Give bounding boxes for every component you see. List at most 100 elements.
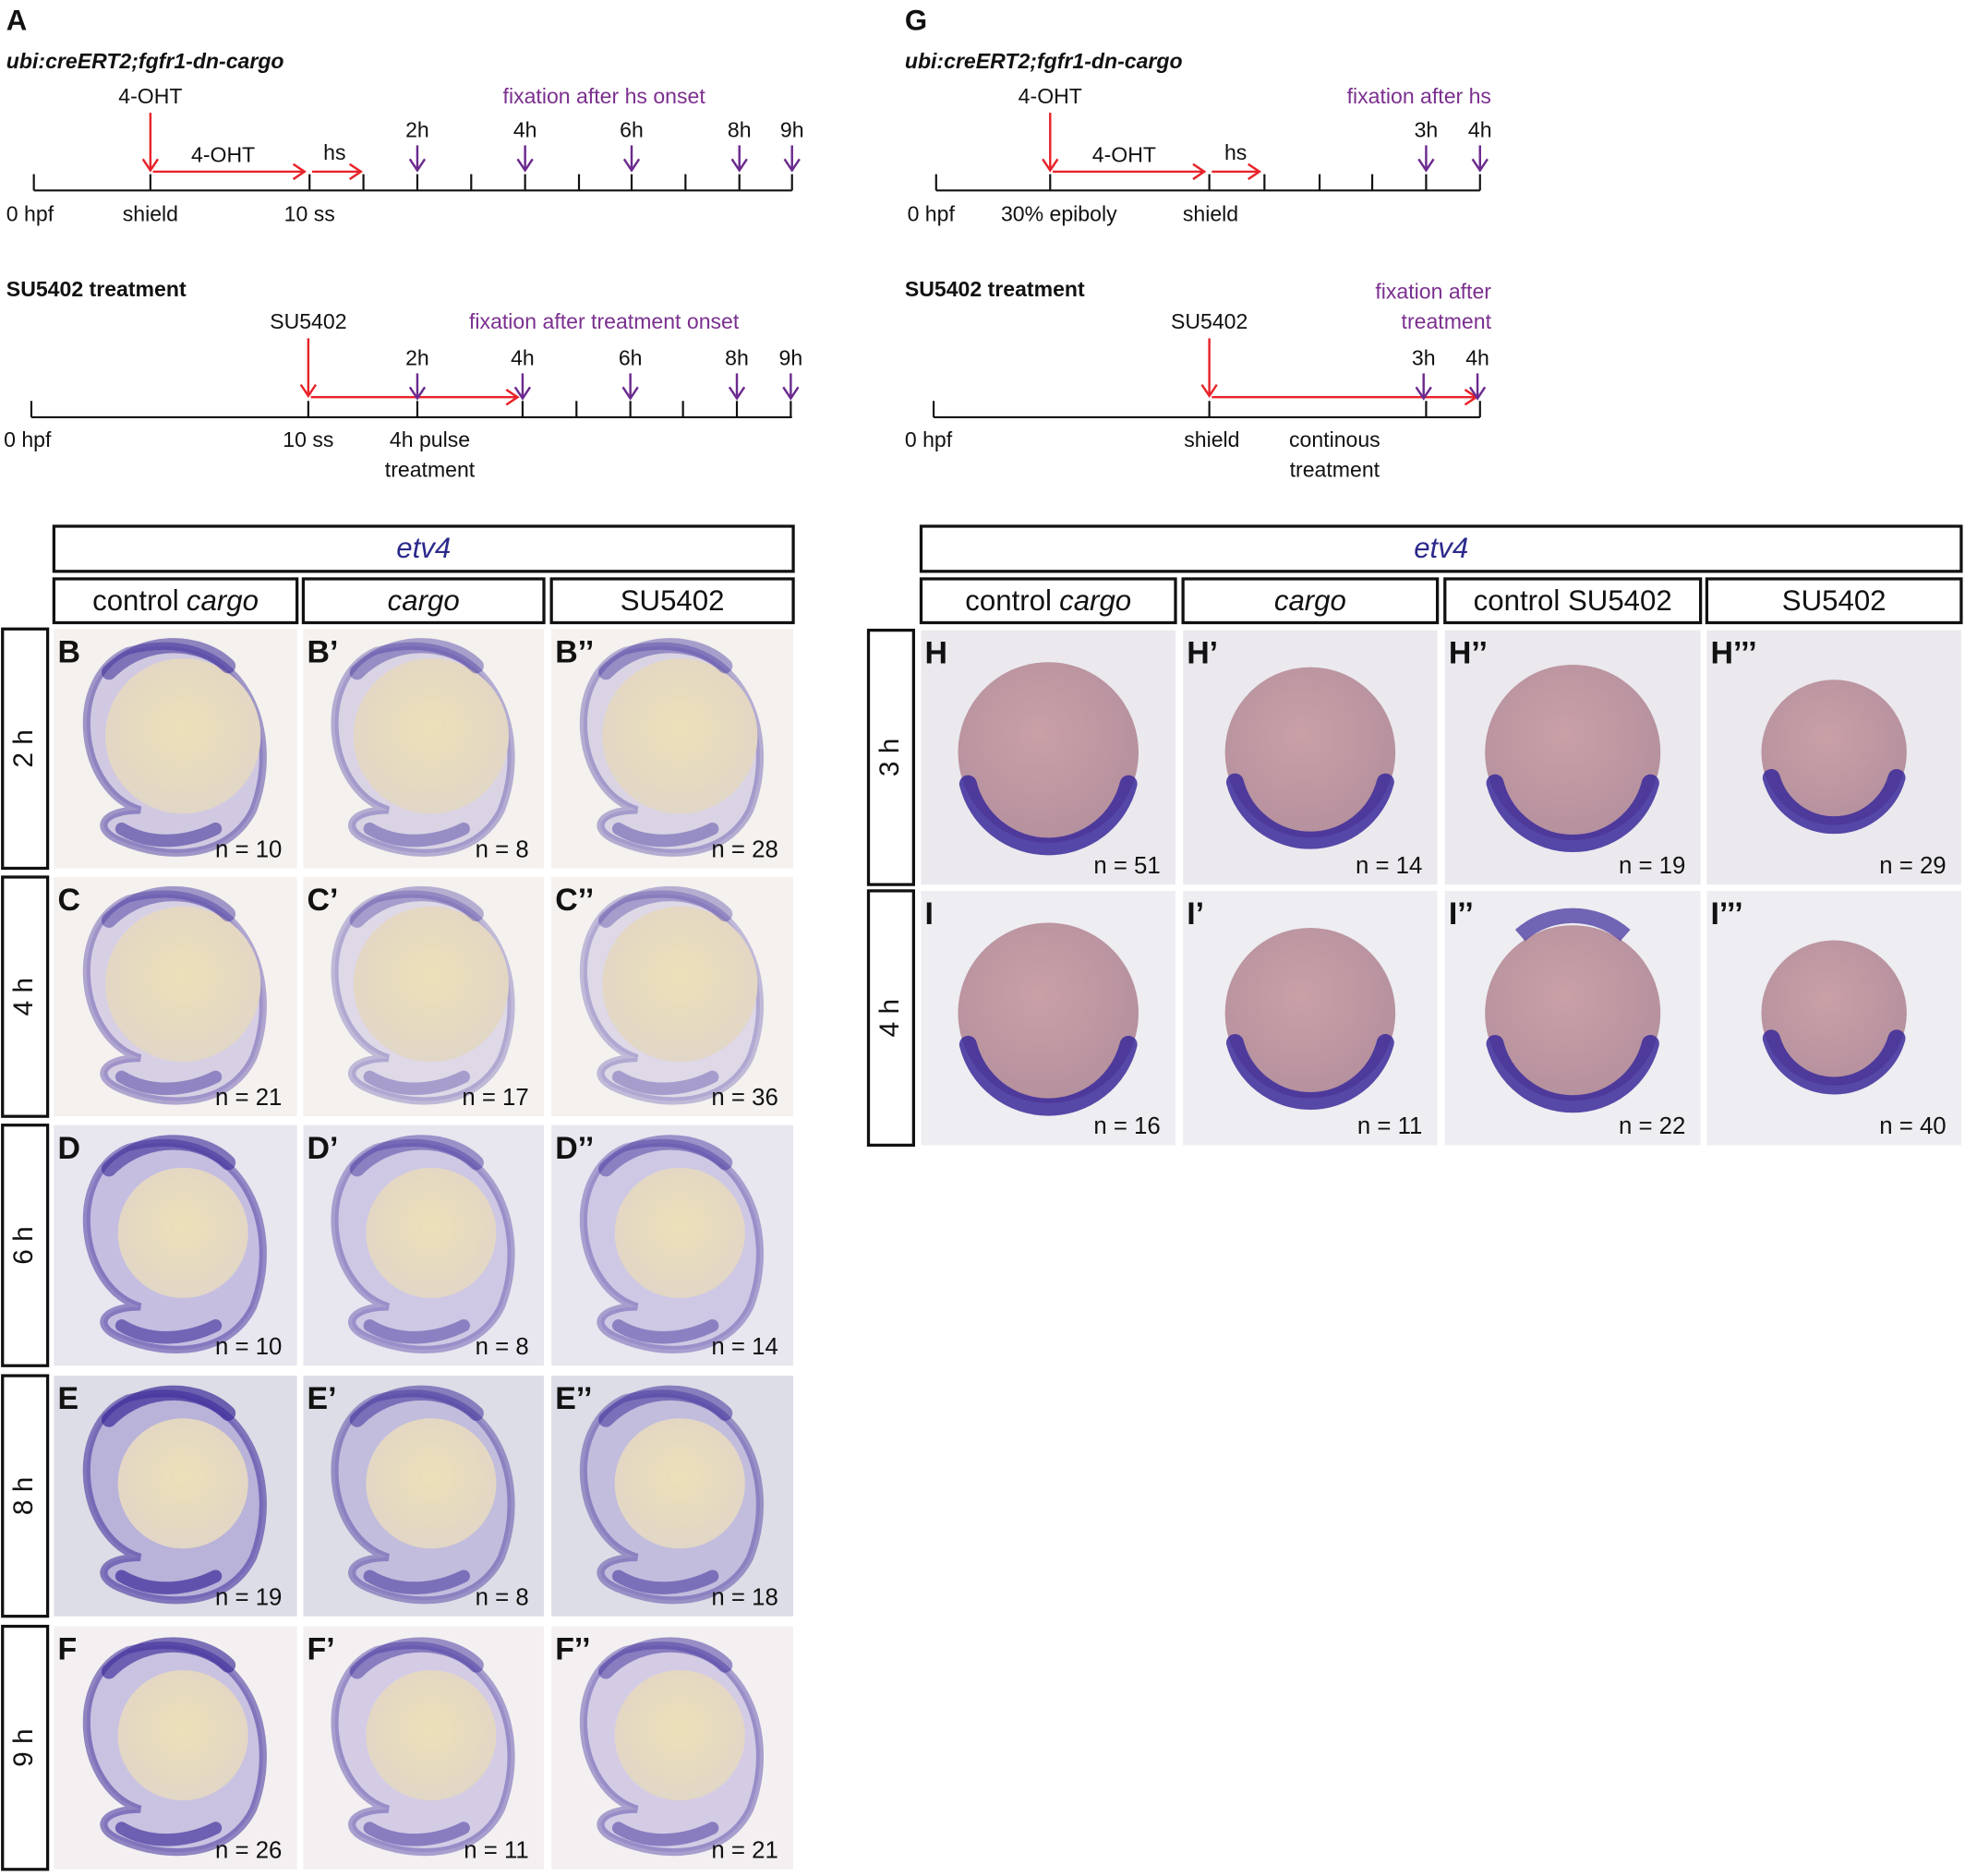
- header-box: [301, 577, 546, 625]
- embryo-ball: [1485, 664, 1661, 840]
- sample-size: n = 21: [711, 1838, 778, 1864]
- time-label: 4h: [513, 118, 537, 142]
- fixation-label: fixation after treatment onset: [469, 309, 740, 333]
- arrow-label: 4-OHT: [1092, 143, 1156, 167]
- stage-label: shield: [1183, 202, 1238, 226]
- sample-size: n = 11: [464, 1838, 528, 1864]
- header-box: [52, 524, 795, 573]
- arrow-head: [292, 162, 307, 181]
- sample-size: n = 22: [1619, 1113, 1685, 1139]
- image-label: E: [57, 1381, 78, 1416]
- image-label: F: [57, 1632, 77, 1667]
- note-label: treatment: [1290, 457, 1380, 481]
- column-header: cargo: [1274, 584, 1346, 617]
- image-label: I’: [1187, 896, 1204, 932]
- embryo-stain: [598, 1135, 733, 1177]
- sample-size: n = 14: [711, 1334, 778, 1360]
- image-label: F’: [307, 1632, 335, 1667]
- sample-size: n = 14: [1356, 853, 1422, 879]
- embryo-stain: [611, 1070, 719, 1096]
- image-label: B’’: [555, 634, 594, 669]
- image-label: B’: [307, 634, 339, 669]
- embryo-yolk: [366, 1418, 497, 1549]
- arrow-head: [348, 162, 364, 181]
- image-label: D’’: [555, 1131, 594, 1166]
- row-label: 4 h: [874, 999, 905, 1038]
- arrow-head: [299, 383, 318, 399]
- sample-size: n = 10: [215, 836, 282, 862]
- arrow-head: [622, 158, 641, 173]
- embryo-yolk: [353, 906, 510, 1063]
- sample-size: n = 28: [711, 836, 778, 862]
- embryo-stain: [958, 775, 1138, 856]
- embryo-yolk: [614, 1167, 745, 1298]
- embryo-yolk: [117, 1167, 248, 1298]
- embryo-ball: [958, 662, 1139, 843]
- stage-label: shield: [1184, 427, 1239, 451]
- column-header: control SU5402: [1474, 584, 1672, 617]
- stage-label: 0 hpf: [4, 427, 52, 451]
- embryo-stain: [101, 1385, 236, 1427]
- image-label: E’’: [555, 1381, 592, 1416]
- header-box: [549, 577, 795, 625]
- embryo-yolk: [117, 1670, 248, 1801]
- embryo-ball: [1224, 667, 1396, 838]
- arrow-head: [621, 386, 639, 401]
- time-label: 2h: [405, 118, 429, 142]
- embryo-stain: [598, 885, 733, 928]
- row-box: [1, 1124, 50, 1367]
- arrow-head: [1248, 162, 1262, 181]
- row-box: [1, 875, 50, 1118]
- arrow-head: [516, 158, 534, 173]
- image-label: H’’: [1449, 636, 1488, 671]
- drug-label: 4-OHT: [118, 84, 182, 108]
- column-header-part: control: [92, 584, 179, 617]
- arrow-head: [408, 158, 427, 173]
- image-label: B: [57, 634, 80, 669]
- embryo-yolk: [366, 1670, 497, 1801]
- sample-size: n = 10: [215, 1334, 282, 1360]
- embryo-ball: [958, 922, 1139, 1103]
- arrow-head: [408, 386, 427, 401]
- column-header-part: control SU5402: [1474, 584, 1672, 617]
- embryo-stain: [101, 638, 236, 680]
- sample-size: n = 29: [1879, 853, 1946, 879]
- row-label: 3 h: [874, 739, 905, 777]
- sample-size: n = 51: [1093, 853, 1160, 879]
- embryo-stain: [598, 1637, 733, 1679]
- stage-label: 10 ss: [283, 427, 333, 451]
- gene-header: etv4: [396, 532, 451, 564]
- embryo-yolk: [614, 1418, 745, 1549]
- embryo-yolk: [602, 658, 758, 814]
- gene-header: etv4: [1414, 532, 1468, 564]
- time-label: 4h: [1468, 118, 1492, 142]
- time-label: 9h: [779, 346, 803, 370]
- sample-size: n = 8: [476, 836, 529, 862]
- arrow-head: [513, 386, 532, 401]
- column-header-part: control: [965, 584, 1052, 617]
- embryo-stain: [363, 1070, 470, 1096]
- time-label: 4h: [1465, 346, 1489, 370]
- embryo-yolk: [353, 658, 510, 814]
- embryo-yolk: [366, 1167, 497, 1298]
- time-label: 8h: [728, 118, 752, 142]
- embryo-stain: [363, 1569, 470, 1594]
- sample-size: n = 18: [711, 1584, 778, 1610]
- embryo-stain: [1225, 773, 1394, 849]
- column-header: control cargo: [92, 584, 259, 617]
- arrow-head: [782, 386, 800, 401]
- sample-size: n = 8: [476, 1334, 529, 1360]
- embryo-yolk: [105, 658, 261, 814]
- arrow-label: hs: [323, 140, 345, 164]
- embryo-stain: [611, 822, 719, 848]
- sample-size: n = 11: [1357, 1113, 1422, 1139]
- image-label: H’’’: [1710, 636, 1756, 671]
- timeline-title: ubi:creERT2;fgfr1-dn-cargo: [6, 49, 284, 73]
- image-label: C’: [307, 883, 339, 918]
- image-label: D: [57, 1131, 80, 1166]
- timeline-title: SU5402 treatment: [6, 277, 187, 301]
- embryo-stain: [363, 1319, 470, 1344]
- sample-size: n = 36: [711, 1085, 778, 1111]
- embryo-stain: [101, 885, 236, 928]
